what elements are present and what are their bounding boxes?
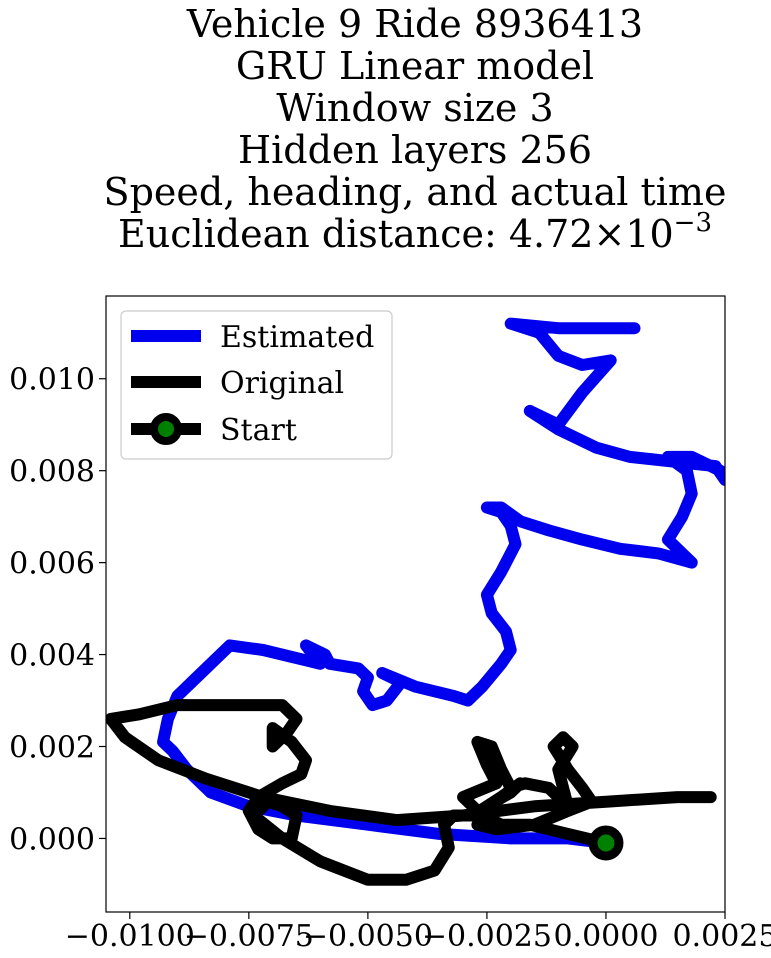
title-line-4: Hidden layers 256 bbox=[238, 128, 592, 172]
series-line-original bbox=[106, 699, 717, 886]
y-tick-label: 0.008 bbox=[9, 455, 95, 490]
x-tick-label: −0.0100 bbox=[65, 919, 195, 954]
title-line-5: Speed, heading, and actual time bbox=[104, 170, 727, 214]
x-tick-label: −0.0025 bbox=[422, 919, 552, 954]
chart-title: Vehicle 9 Ride 8936413 GRU Linear model … bbox=[104, 2, 727, 256]
x-tick-label: −0.0050 bbox=[303, 919, 433, 954]
legend-label-start: Start bbox=[220, 413, 297, 448]
title-metric-prefix: Euclidean distance: bbox=[118, 212, 509, 256]
series-layer bbox=[106, 317, 725, 886]
x-axis: −0.0100−0.0075−0.0050−0.0025 0.0000 0.0025 bbox=[65, 912, 771, 954]
y-tick-label: 0.010 bbox=[9, 363, 95, 398]
y-tick-label: 0.000 bbox=[9, 822, 95, 857]
x-tick-label: 0.0025 bbox=[673, 919, 771, 954]
title-metric-base: 10 bbox=[625, 212, 673, 256]
y-tick-label: 0.004 bbox=[9, 639, 95, 674]
marker-layer bbox=[588, 825, 624, 861]
title-line-2: GRU Linear model bbox=[236, 44, 594, 88]
legend: Estimated Original Start bbox=[120, 310, 393, 460]
x-tick-label: −0.0075 bbox=[184, 919, 314, 954]
start-marker bbox=[588, 825, 624, 861]
title-metric-times: × bbox=[593, 212, 625, 256]
plot-frame bbox=[105, 295, 726, 913]
legend-label-original: Original bbox=[220, 366, 344, 401]
title-metric-mantissa: 4.72 bbox=[509, 212, 594, 256]
title-line-1: Vehicle 9 Ride 8936413 bbox=[186, 2, 643, 46]
legend-swatch-start-marker bbox=[150, 413, 182, 445]
legend-frame bbox=[120, 310, 393, 460]
x-tick-label: 0.0000 bbox=[553, 919, 658, 954]
y-axis: 0.000 0.002 0.004 0.006 0.008 0.010 bbox=[9, 363, 106, 857]
y-tick-label: 0.002 bbox=[9, 731, 95, 766]
title-line-3: Window size 3 bbox=[276, 86, 553, 130]
title-metric: Euclidean distance: 4.72×10−3 bbox=[118, 208, 712, 256]
legend-label-estimated: Estimated bbox=[220, 320, 374, 355]
y-tick-label: 0.006 bbox=[9, 547, 95, 582]
title-metric-exponent: −3 bbox=[674, 208, 712, 238]
